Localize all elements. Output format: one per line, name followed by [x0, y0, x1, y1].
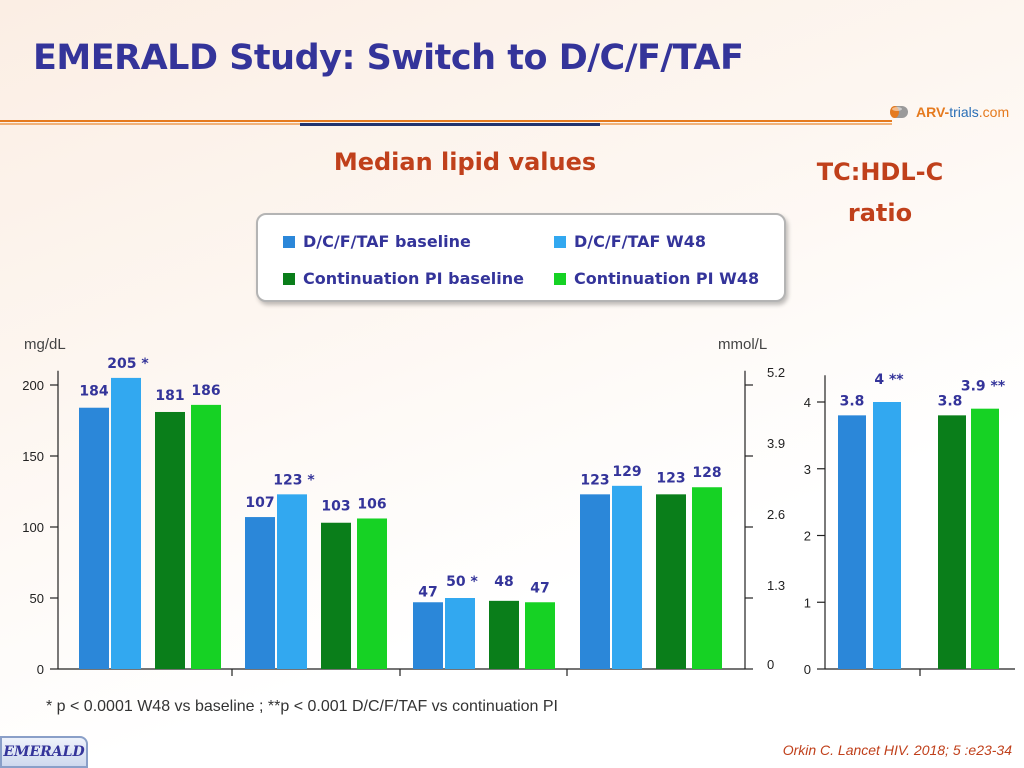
ratio-bar-3 [971, 408, 999, 669]
ratio-bar-1 [873, 402, 901, 669]
bar-2-2 [489, 600, 519, 669]
ratio-data-label: 4 ** [874, 372, 904, 388]
y-tick-label: 50 [30, 591, 44, 606]
logo-text-com: .com [978, 104, 1010, 120]
data-label: 106 [357, 496, 386, 512]
y-tick-label: 0 [37, 662, 44, 677]
data-label: 186 [191, 383, 220, 399]
data-label: 184 [79, 384, 108, 400]
legend-swatch [554, 236, 566, 248]
bar-0-0 [79, 407, 109, 669]
logo-text-arv: ARV- [916, 104, 950, 120]
y-axis-label: mg/dL [24, 336, 66, 353]
bar-3-0 [191, 404, 221, 669]
data-label: 123 [580, 472, 609, 488]
data-label: 205 * [107, 356, 149, 372]
data-label: 123 * [273, 472, 315, 488]
ratio-y-tick-label: 1 [804, 595, 811, 610]
right-tick-label: 0 [767, 657, 774, 672]
bar-0-2 [413, 602, 443, 669]
legend-label: Continuation PI W48 [574, 269, 760, 288]
bar-0-3 [580, 494, 610, 669]
bar-1-0 [111, 377, 141, 669]
ratio-title-line1: TC:HDL-C [816, 158, 944, 186]
emerald-badge: EMERALD [0, 736, 88, 768]
legend-label: D/C/F/TAF baseline [303, 232, 471, 251]
y-tick-label: 200 [22, 378, 44, 393]
citation: Orkin C. Lancet HIV. 2018; 5 :e23-34 [782, 742, 1012, 758]
y-tick-label: 100 [22, 520, 44, 535]
legend-item-cont-baseline: Continuation PI baseline [283, 269, 524, 288]
bar-3-3 [692, 487, 722, 669]
data-label: 47 [418, 584, 437, 600]
legend-item-cont-w48: Continuation PI W48 [554, 269, 759, 288]
bar-2-1 [321, 522, 351, 669]
bar-3-1 [357, 518, 387, 669]
legend-label: Continuation PI baseline [303, 269, 525, 288]
footnote: * p < 0.0001 W48 vs baseline ; **p < 0.0… [46, 698, 558, 715]
data-label: 107 [245, 495, 274, 511]
ratio-data-label: 3.8 [938, 393, 963, 409]
ratio-y-tick-label: 4 [804, 395, 811, 410]
chart-subtitle: Median lipid values [333, 148, 597, 176]
header-divider [0, 120, 892, 126]
legend-swatch [283, 236, 295, 248]
data-label: 47 [530, 580, 549, 596]
logo-text-trials: trials [949, 104, 979, 120]
right-tick-label: 5.2 [767, 365, 785, 380]
right-tick-label: 1.3 [767, 578, 785, 593]
legend-label: D/C/F/TAF W48 [574, 232, 706, 251]
ratio-data-label: 3.8 [840, 393, 865, 409]
data-label: 48 [494, 574, 513, 590]
legend-item-dcftaf-w48: D/C/F/TAF W48 [554, 232, 706, 251]
right-tick-label: 2.6 [767, 507, 785, 522]
arv-trials-logo: ARV-trials.com [888, 100, 1018, 126]
data-label: 128 [692, 465, 721, 481]
data-label: 123 [656, 470, 685, 486]
ratio-bar-2 [938, 415, 966, 669]
bar-1-1 [277, 494, 307, 669]
bar-2-3 [656, 494, 686, 669]
ratio-y-tick-label: 0 [804, 662, 811, 677]
y-tick-label: 150 [22, 449, 44, 464]
bar-0-1 [245, 517, 275, 669]
right-tick-label: 3.9 [767, 436, 785, 451]
pill-icon [890, 106, 908, 118]
data-label: 50 * [446, 574, 478, 590]
chart-legend: D/C/F/TAF baseline D/C/F/TAF W48 Continu… [256, 213, 786, 302]
legend-item-dcftaf-baseline: D/C/F/TAF baseline [283, 232, 471, 251]
ratio-title-line2: ratio [847, 199, 913, 227]
ratio-bar-0 [838, 415, 866, 669]
legend-swatch [554, 273, 566, 285]
slide-title: EMERALD Study: Switch to D/C/F/TAF [33, 38, 744, 78]
data-label: 181 [155, 388, 184, 404]
legend-swatch [283, 273, 295, 285]
ratio-y-tick-label: 3 [804, 462, 811, 477]
data-label: 129 [612, 464, 641, 480]
ratio-data-label: 3.9 ** [961, 379, 1006, 395]
bar-1-3 [612, 485, 642, 669]
bar-1-2 [445, 598, 475, 669]
bar-3-2 [525, 602, 555, 669]
bar-2-0 [155, 411, 185, 669]
data-label: 103 [321, 499, 350, 515]
ratio-y-tick-label: 2 [804, 529, 811, 544]
y-axis-right-label: mmol/L [718, 336, 767, 353]
ratio-chart-title: TC:HDL-C ratio [790, 152, 970, 234]
